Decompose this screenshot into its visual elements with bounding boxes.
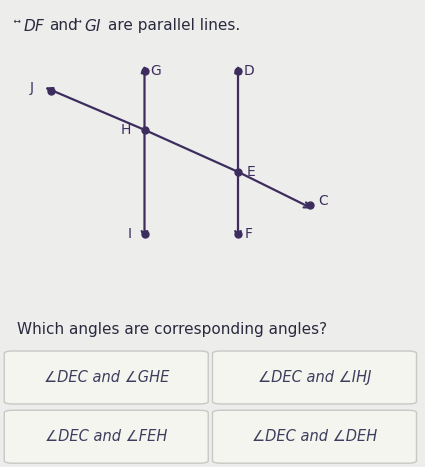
Text: J: J: [30, 81, 34, 95]
FancyBboxPatch shape: [212, 351, 416, 404]
Text: $\overleftrightarrow{GI}$: $\overleftrightarrow{GI}$: [74, 18, 102, 34]
Text: I: I: [128, 226, 132, 241]
Text: H: H: [120, 123, 130, 137]
Text: G: G: [150, 64, 161, 78]
Text: D: D: [243, 64, 254, 78]
Text: ∠DEC and ∠IHJ: ∠DEC and ∠IHJ: [258, 370, 371, 385]
FancyBboxPatch shape: [212, 410, 416, 463]
FancyBboxPatch shape: [4, 351, 208, 404]
Text: Which angles are corresponding angles?: Which angles are corresponding angles?: [17, 322, 327, 337]
Text: ∠DEC and ∠FEH: ∠DEC and ∠FEH: [45, 429, 167, 444]
Text: F: F: [245, 226, 252, 241]
Text: E: E: [246, 165, 255, 179]
FancyBboxPatch shape: [4, 410, 208, 463]
Text: C: C: [318, 194, 328, 208]
Text: ∠DEC and ∠DEH: ∠DEC and ∠DEH: [252, 429, 377, 444]
Text: ∠DEC and ∠GHE: ∠DEC and ∠GHE: [43, 370, 169, 385]
Text: $\overleftrightarrow{DF}$: $\overleftrightarrow{DF}$: [13, 18, 45, 34]
Text: are parallel lines.: are parallel lines.: [108, 18, 241, 33]
Text: and: and: [49, 18, 78, 33]
